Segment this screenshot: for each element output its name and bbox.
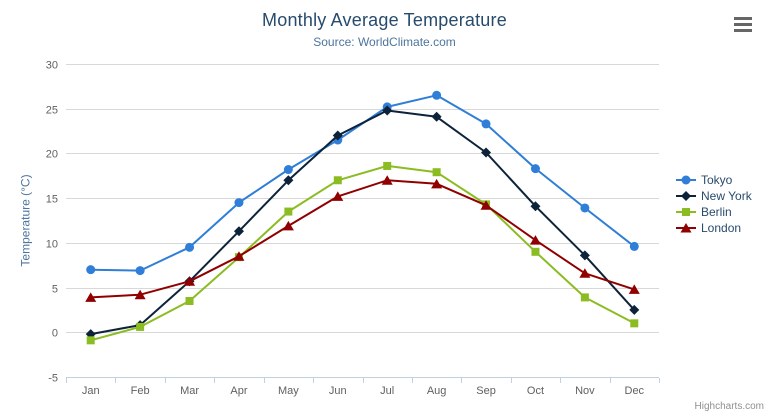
y-axis-tick-label: 15 [46,194,58,206]
series-marker-berlin[interactable] [284,207,293,216]
series-marker-tokyo[interactable] [135,266,145,276]
series-marker-tokyo[interactable] [481,119,491,129]
series-marker-london[interactable] [282,220,294,231]
series-line-london[interactable] [89,179,636,299]
series-line-tokyo[interactable] [89,94,636,272]
x-axis-tick-label: May [278,385,299,397]
series-marker-tokyo[interactable] [185,242,195,252]
x-axis-tick-label: Aug [427,385,447,397]
legend-item-berlin[interactable]: Berlin [676,204,752,220]
series-marker-berlin[interactable] [630,319,639,328]
series-marker-tokyo[interactable] [283,165,293,175]
legend-label: Berlin [701,205,732,219]
series-line-new-york[interactable] [89,109,636,336]
chart-title: Monthly Average Temperature [262,10,507,30]
series-marker-berlin[interactable] [333,176,342,185]
legend-symbol-triangle-icon [676,223,696,233]
series-marker-new-york[interactable] [431,111,442,122]
x-axis-tick-label: Mar [180,385,199,397]
legend: Tokyo New York Berlin London [676,172,752,236]
series-marker-new-york[interactable] [579,250,590,261]
series-marker-london[interactable] [529,235,541,245]
series-marker-london[interactable] [332,191,344,201]
legend-label: London [701,221,742,235]
x-axis-tick-label: Dec [625,385,645,397]
series-marker-london[interactable] [628,284,640,294]
hamburger-menu-icon [734,28,752,32]
series-marker-london[interactable] [233,251,245,261]
x-axis-tick-label: Jul [380,385,394,397]
y-axis-tick-label: 5 [52,284,58,296]
series-marker-new-york[interactable] [283,175,294,186]
series-marker-new-york[interactable] [629,304,640,315]
legend-label: New York [701,189,752,203]
y-axis-tick-label: 20 [46,149,58,161]
hamburger-menu-icon [734,22,752,26]
series-marker-tokyo[interactable] [530,164,540,174]
y-axis-tick-label: 0 [52,328,58,340]
series-marker-berlin[interactable] [86,336,95,345]
series-marker-berlin[interactable] [136,322,145,331]
series-marker-london[interactable] [579,268,591,278]
series-marker-new-york[interactable] [382,105,393,116]
x-axis-tick-label: Nov [575,385,595,397]
y-axis-tick-label: 30 [46,60,58,72]
series-marker-berlin[interactable] [185,296,194,305]
series-marker-tokyo[interactable] [86,265,96,275]
series-marker-tokyo[interactable] [629,241,639,251]
x-axis-tick-label: Feb [131,385,150,397]
series-marker-london[interactable] [480,200,492,210]
series-marker-berlin[interactable] [531,247,540,256]
legend-item-tokyo[interactable]: Tokyo [676,172,752,188]
legend-label: Tokyo [701,173,733,187]
series-marker-tokyo[interactable] [580,203,590,213]
series-marker-new-york[interactable] [332,130,343,141]
legend-item-london[interactable]: London [676,220,752,236]
legend-symbol-circle-icon [676,175,696,185]
series-marker-tokyo[interactable] [234,198,244,208]
series-marker-new-york[interactable] [530,201,541,212]
credits-link[interactable]: Highcharts.com [694,401,764,412]
x-axis-tick-label: Oct [527,385,544,397]
series-marker-london[interactable] [85,292,97,302]
series-marker-london[interactable] [134,289,146,300]
x-axis-tick-label: Jun [329,385,347,397]
series-marker-new-york[interactable] [481,147,492,158]
export-menu-button[interactable] [731,13,755,35]
legend-symbol-diamond-icon [676,191,696,201]
series-marker-tokyo[interactable] [432,90,442,100]
series-marker-berlin[interactable] [383,161,392,170]
x-axis-tick-label: Sep [476,385,496,397]
series-line-berlin[interactable] [89,164,636,342]
series-marker-berlin[interactable] [432,168,441,177]
x-axis-tick-label: Jan [82,385,100,397]
y-axis-tick-label: -5 [48,373,58,385]
hamburger-menu-icon [734,16,752,20]
series-marker-berlin[interactable] [580,293,589,302]
y-axis-tick-label: 25 [46,105,58,117]
series-marker-london[interactable] [381,175,393,185]
series-marker-london[interactable] [431,178,443,189]
chart-subtitle: Source: WorldClimate.com [313,35,456,49]
x-axis-tick-label: Apr [230,385,247,397]
series-marker-new-york[interactable] [233,226,244,237]
series-marker-london[interactable] [184,276,196,286]
y-axis-tick-label: 10 [46,239,58,251]
legend-symbol-square-icon [676,208,696,216]
legend-item-new-york[interactable]: New York [676,188,752,204]
